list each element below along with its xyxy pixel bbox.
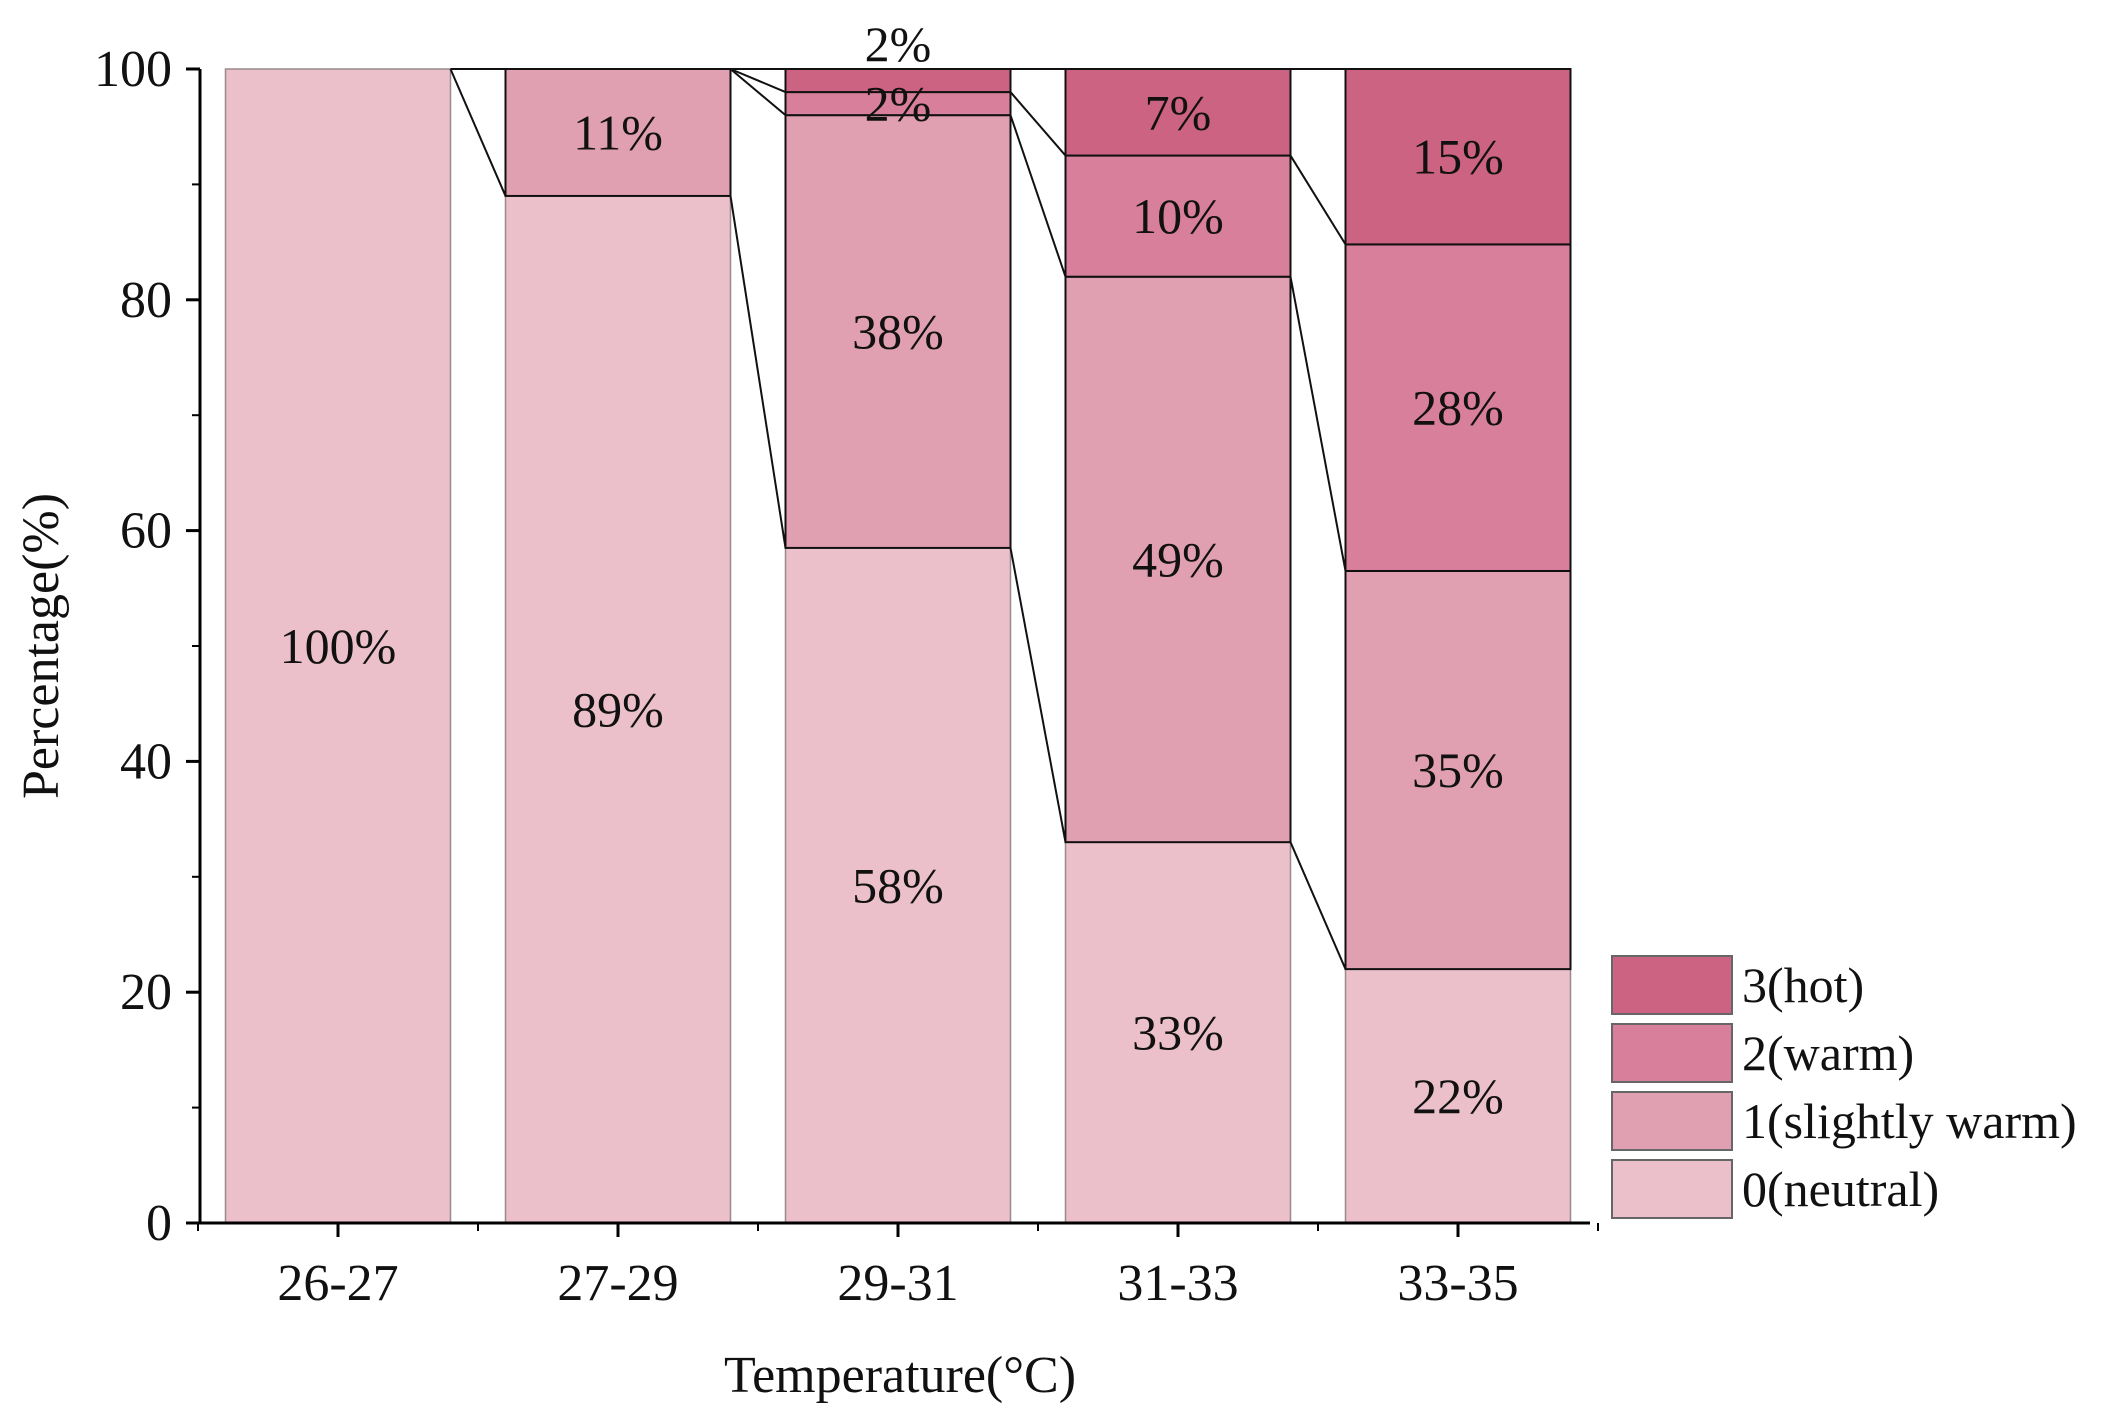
connector-line xyxy=(730,68,786,94)
legend-label: 3(hot) xyxy=(1742,957,1864,1013)
bar-segment xyxy=(1064,154,1292,278)
data-label: 15% xyxy=(1412,129,1504,185)
data-label: 2% xyxy=(865,76,932,132)
y-tick-label: 20 xyxy=(120,964,172,1021)
data-label: 58% xyxy=(852,857,944,913)
connector-line xyxy=(729,195,787,549)
connector-line xyxy=(1289,841,1347,970)
y-tick-label: 40 xyxy=(120,733,172,790)
bar-segment xyxy=(784,547,1012,1224)
data-label: 49% xyxy=(1132,531,1224,587)
data-labels: 100% 89% 11% 58% 38% 2%2% 33% 49% 10% 7% 22% 35% 28%… xyxy=(280,16,1504,1124)
y-tick-label: 100 xyxy=(94,41,172,98)
connector-line xyxy=(729,68,787,116)
legend-label: 2(warm) xyxy=(1742,1025,1914,1081)
data-label: 28% xyxy=(1412,380,1504,436)
data-label: 22% xyxy=(1412,1068,1504,1124)
legend-swatch xyxy=(1611,1023,1733,1083)
legend: 3(hot) 2(warm) 1(slightly warm) 0(neutral) xyxy=(1611,955,2077,1219)
y-axis-title: Percentage(%) xyxy=(13,493,70,799)
bars-layer xyxy=(224,68,1572,1224)
bar-segment xyxy=(1064,68,1292,157)
connector-line xyxy=(1009,91,1067,157)
data-label: 10% xyxy=(1132,188,1224,244)
bar-segment xyxy=(224,68,452,1224)
connector-line xyxy=(1009,114,1067,278)
data-label: 33% xyxy=(1132,1005,1224,1061)
data-label: 100% xyxy=(280,618,397,674)
data-label: 35% xyxy=(1412,742,1504,798)
bar-segment xyxy=(1344,968,1572,1224)
data-label: 38% xyxy=(852,304,944,360)
bar-segment xyxy=(784,68,1012,94)
ticks: 0 20 40 60 80 100 26-27 27-29 29-31 31-33 33-35 xyxy=(94,41,1599,1312)
bar-segment xyxy=(1064,275,1292,844)
legend-swatch xyxy=(1611,1159,1733,1219)
connector-line xyxy=(449,68,507,197)
y-tick-label: 80 xyxy=(120,272,172,329)
legend-label: 0(neutral) xyxy=(1742,1161,1939,1217)
y-tick-label: 0 xyxy=(146,1195,172,1252)
bar-segment xyxy=(504,195,732,1224)
connector-lines xyxy=(449,68,1347,970)
legend-swatch xyxy=(1611,1091,1733,1151)
data-label: 11% xyxy=(573,104,663,160)
data-label: 2% xyxy=(865,16,932,72)
connector-line xyxy=(1009,547,1067,843)
x-tick-label: 26-27 xyxy=(277,1255,398,1312)
legend-swatch xyxy=(1611,955,1733,1015)
x-tick-label: 33-35 xyxy=(1397,1255,1518,1312)
bar-segment xyxy=(1344,569,1572,971)
data-label: 7% xyxy=(1145,84,1212,140)
x-tick-label: 27-29 xyxy=(557,1255,678,1312)
data-label: 89% xyxy=(572,681,664,737)
connector-line xyxy=(1289,276,1347,572)
x-axis-title: Temperature(°C) xyxy=(724,1347,1076,1404)
bar-segment xyxy=(1064,841,1292,1224)
bar-segment xyxy=(1344,68,1572,246)
connector-line xyxy=(1289,155,1347,245)
legend-label: 1(slightly warm) xyxy=(1742,1093,2077,1149)
y-tick-label: 60 xyxy=(120,503,172,560)
bar-segment xyxy=(784,114,1012,549)
x-tick-label: 29-31 xyxy=(837,1255,958,1312)
x-tick-label: 31-33 xyxy=(1117,1255,1238,1312)
bar-segment xyxy=(504,68,732,197)
bar-segment xyxy=(1344,243,1572,572)
